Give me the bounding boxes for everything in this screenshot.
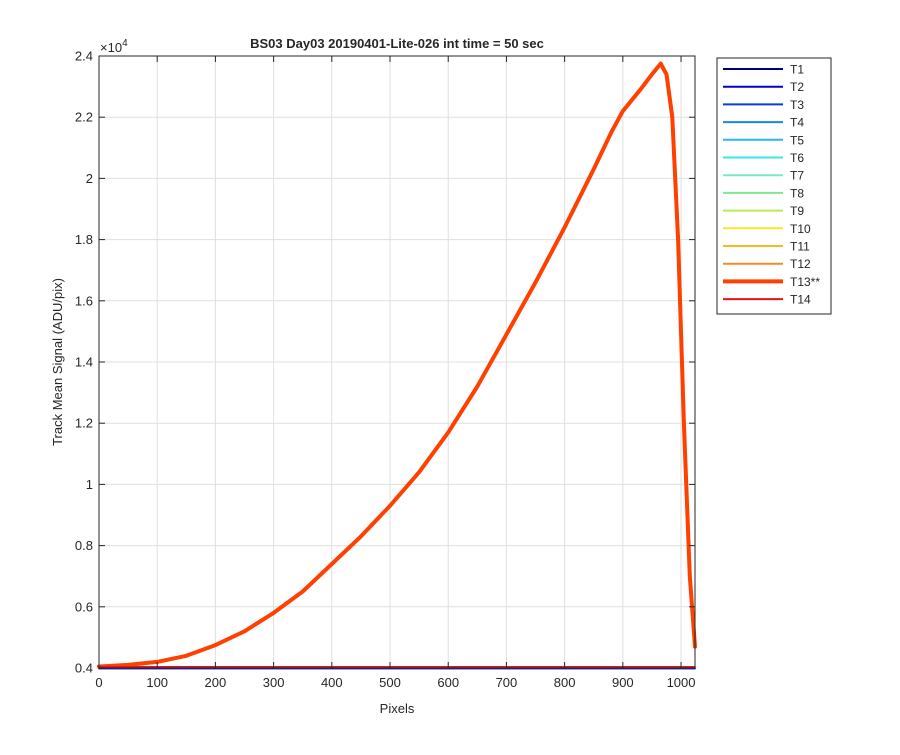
y-exponent-base: ×10	[100, 40, 122, 55]
legend-label: T6	[790, 151, 804, 165]
legend: T1 T2 T3 T4 T5 T6 T7 T8 T9 T10 T11 T12 T13** T14	[716, 57, 832, 315]
y-axis-label: Track Mean Signal (ADU/pix)	[50, 278, 65, 446]
x-axis: 0 100 200 300 400 500 600 700 800 900 1000	[95, 56, 695, 690]
legend-label: T7	[790, 169, 804, 183]
x-tick-label: 800	[554, 675, 576, 690]
legend-label: T10	[790, 222, 811, 236]
y-tick-label: 1.6	[75, 293, 93, 308]
y-axis: 0.4 0.6 0.8 1 1.2 1.4 1.6 1.8 2 2.2 2.4	[75, 49, 695, 676]
x-tick-label: 100	[146, 675, 168, 690]
x-tick-label: 500	[379, 675, 401, 690]
legend-label: T5	[790, 133, 804, 147]
x-tick-label: 900	[612, 675, 634, 690]
y-tick-label: 0.6	[75, 599, 93, 614]
x-tick-label: 0	[95, 675, 102, 690]
legend-label: T2	[790, 80, 804, 94]
y-tick-label: 1.2	[75, 416, 93, 431]
x-tick-label: 400	[321, 675, 343, 690]
y-tick-label: 0.8	[75, 538, 93, 553]
legend-label: T12	[790, 257, 811, 271]
legend-label: T4	[790, 116, 804, 130]
x-tick-label: 700	[496, 675, 518, 690]
y-exponent-power: 4	[122, 38, 128, 49]
x-tick-label: 600	[437, 675, 459, 690]
legend-label: T8	[790, 186, 804, 200]
y-tick-label: 1.8	[75, 232, 93, 247]
y-tick-label: 2	[86, 171, 93, 186]
chart-title: BS03 Day03 20190401-Lite-026 int time = …	[250, 36, 544, 51]
x-tick-label: 300	[263, 675, 285, 690]
legend-label: T1	[790, 63, 804, 77]
y-tick-label: 2.4	[75, 49, 93, 64]
legend-box	[716, 57, 832, 315]
series-line-t13	[97, 61, 697, 669]
y-exponent: ×104	[100, 38, 128, 55]
legend-label: T9	[790, 204, 804, 218]
y-tick-label: 2.2	[75, 110, 93, 125]
legend-label: T11	[790, 240, 810, 254]
x-axis-label: Pixels	[380, 701, 415, 716]
y-tick-label: 0.4	[75, 661, 93, 676]
y-tick-label: 1	[86, 477, 93, 492]
legend-label: T14	[790, 293, 811, 307]
legend-label: T13**	[790, 275, 820, 289]
x-tick-label: 1000	[667, 675, 696, 690]
y-tick-label: 1.4	[75, 355, 93, 370]
x-tick-label: 200	[205, 675, 227, 690]
legend-label: T3	[790, 98, 804, 112]
